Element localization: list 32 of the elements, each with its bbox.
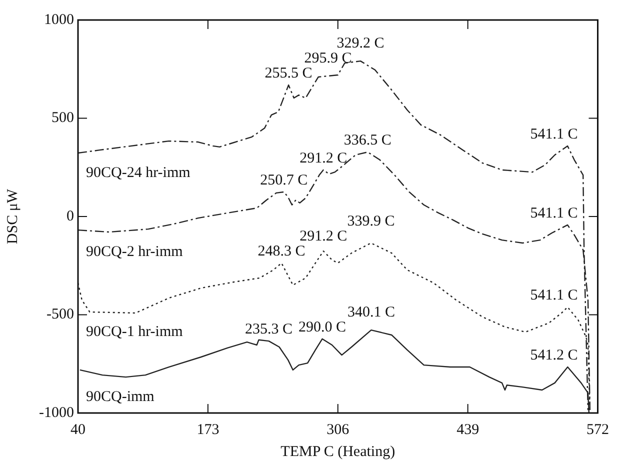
series-label: 90CQ-1 hr-imm bbox=[86, 324, 184, 340]
annotation: 291.2 C bbox=[300, 228, 348, 245]
x-tick-label: 173 bbox=[196, 422, 220, 438]
annotation: 248.3 C bbox=[258, 244, 306, 260]
annotation: 235.3 C bbox=[245, 322, 293, 338]
annotation: 295.9 C bbox=[304, 50, 352, 66]
annotation: 291.2 C bbox=[300, 150, 348, 166]
x-tick-label: 439 bbox=[456, 422, 480, 438]
x-tick-label: 40 bbox=[70, 422, 86, 438]
y-tick-label: 0 bbox=[66, 208, 74, 224]
annotation: 541.2 C bbox=[530, 347, 578, 364]
series-label: 90CQ-imm bbox=[86, 388, 155, 405]
x-tick-label: 306 bbox=[326, 422, 350, 438]
annotation: 250.7 C bbox=[260, 172, 308, 188]
y-axis-title: DSC μW bbox=[4, 188, 21, 244]
annotation: 329.2 C bbox=[336, 35, 384, 52]
annotation: 541.1 C bbox=[530, 288, 578, 304]
annotation: 339.9 C bbox=[347, 214, 395, 230]
annotation: 541.1 C bbox=[530, 126, 578, 142]
x-tick-label: 572 bbox=[586, 422, 609, 438]
y-tick-label: -1000 bbox=[39, 404, 74, 421]
y-tick-label: 1000 bbox=[44, 12, 74, 28]
series-label: 90CQ-2 hr-imm bbox=[86, 244, 184, 260]
annotation: 255.5 C bbox=[264, 65, 312, 82]
series-label: 90CQ-24 hr-imm bbox=[86, 164, 191, 181]
annotation: 340.1 C bbox=[347, 304, 395, 320]
annotation: 336.5 C bbox=[344, 132, 392, 148]
y-tick-label: 500 bbox=[52, 110, 74, 126]
annotation: 290.0 C bbox=[298, 319, 346, 336]
y-tick-label: -500 bbox=[46, 306, 74, 323]
x-axis-title: TEMP C (Heating) bbox=[280, 444, 396, 460]
annotation: 541.1 C bbox=[530, 205, 578, 222]
